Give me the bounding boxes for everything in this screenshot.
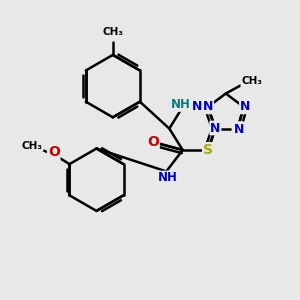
Text: N: N xyxy=(210,122,220,134)
Text: NH: NH xyxy=(171,98,191,111)
Text: CH₃: CH₃ xyxy=(241,76,262,86)
Text: N: N xyxy=(232,122,243,135)
Text: N: N xyxy=(192,100,203,113)
Text: O: O xyxy=(147,135,159,149)
Text: O: O xyxy=(48,145,60,159)
Text: CH₃: CH₃ xyxy=(22,141,43,151)
Text: S: S xyxy=(203,143,213,157)
Text: CH₃: CH₃ xyxy=(102,27,123,37)
Text: N: N xyxy=(240,100,250,113)
Text: N: N xyxy=(234,123,244,136)
Text: N: N xyxy=(203,100,213,113)
Text: NH: NH xyxy=(158,171,178,184)
